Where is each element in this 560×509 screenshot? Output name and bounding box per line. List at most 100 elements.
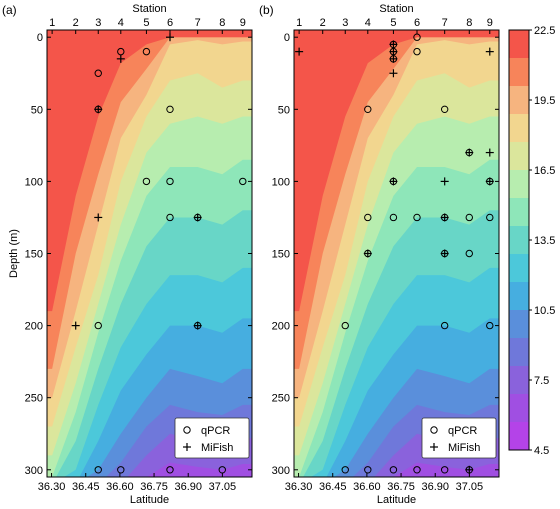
- colorbar-tick-label: 13.5: [534, 235, 555, 247]
- sample-markers: [71, 33, 247, 474]
- mifish-marker: [389, 69, 398, 78]
- qpcr-marker: [364, 105, 372, 114]
- latitude-tick-label: 37.05: [209, 481, 237, 493]
- sample-markers: [295, 33, 494, 474]
- station-tick-label: 5: [390, 17, 396, 29]
- legend-qpcr-symbol: [430, 426, 438, 434]
- mifish-marker: [166, 33, 174, 42]
- panel-label-a: (a): [2, 3, 17, 17]
- colorbar-band: [509, 58, 529, 87]
- colorbar-tick-label: 19.5: [534, 95, 555, 107]
- qpcr-marker: [413, 213, 421, 222]
- legend-mifish-label: MiFish: [448, 442, 480, 454]
- qpcr-marker: [389, 466, 398, 474]
- qpcr-marker: [166, 177, 174, 186]
- qpcr-marker: [440, 466, 449, 474]
- legend-mifish-symbol: [430, 443, 438, 451]
- qpcr-marker: [341, 466, 349, 474]
- station-tick-label: 1: [296, 17, 302, 29]
- qpcr-marker: [486, 213, 494, 222]
- latitude-axis-title: Latitude: [377, 494, 416, 506]
- qpcr-marker: [465, 249, 473, 258]
- legend: qPCR MiFish: [421, 417, 497, 459]
- depth-tick-label: 250: [25, 393, 43, 405]
- qpcr-marker: [142, 177, 151, 186]
- qpcr-marker: [364, 213, 372, 222]
- depth-tick-label: 50: [31, 104, 43, 116]
- qpcr-marker: [413, 466, 421, 474]
- latitude-axis-title: Latitude: [130, 494, 169, 506]
- colorbar: 22.5 19.5 16.5 13.5 10.5 7.5 4.5: [508, 25, 555, 457]
- mifish-marker: [193, 213, 202, 222]
- legend: qPCR MiFish: [174, 417, 250, 459]
- qpcr-marker: [166, 213, 174, 222]
- depth-tick-label: 150: [25, 249, 43, 261]
- station-tick-label: 9: [240, 17, 246, 29]
- mifish-marker: [465, 465, 474, 474]
- qpcr-marker: [218, 466, 226, 474]
- colorbar-tick-label: 7.5: [534, 375, 549, 387]
- qpcr-marker: [413, 47, 421, 56]
- colorbar-band: [509, 282, 529, 311]
- station-tick-label: 1: [49, 17, 55, 29]
- mifish-marker: [485, 148, 494, 157]
- colorbar-band: [509, 86, 529, 115]
- depth-tick-label: 100: [272, 176, 290, 188]
- latitude-tick-label: 36.90: [421, 481, 449, 493]
- station-tick-label: 8: [466, 17, 472, 29]
- station-tick-label: 6: [414, 17, 420, 29]
- station-tick-label: 2: [320, 17, 326, 29]
- mifish-marker: [485, 47, 494, 56]
- station-tick-label: 2: [73, 17, 79, 29]
- depth-tick-label: 200: [25, 321, 43, 333]
- colorbar-tick-label: 10.5: [534, 305, 555, 317]
- legend-mifish-symbol: [183, 443, 191, 451]
- mifish-marker: [116, 54, 125, 63]
- qpcr-marker: [440, 105, 449, 114]
- colorbar-band: [509, 142, 529, 171]
- colorbar-band: [509, 254, 529, 283]
- colorbar-band: [509, 114, 529, 143]
- depth-axis-title: Depth (m): [8, 229, 20, 278]
- colorbar-band: [509, 366, 529, 395]
- station-tick-label: 6: [167, 17, 173, 29]
- legend-qpcr-symbol: [183, 426, 191, 434]
- mifish-marker: [389, 177, 398, 186]
- mifish-marker: [440, 249, 449, 258]
- legend-qpcr-label: qPCR: [448, 425, 477, 437]
- panel-label-b: (b): [259, 3, 274, 17]
- latitude-tick-label: 36.45: [72, 481, 100, 493]
- qpcr-marker: [166, 105, 174, 114]
- colorbar-band: [509, 310, 529, 339]
- contour-band: [47, 30, 252, 312]
- contour-band: [294, 30, 499, 312]
- colorbar-band: [509, 422, 529, 451]
- colorbar-tick-label: 4.5: [534, 445, 549, 457]
- qpcr-marker: [166, 466, 174, 474]
- latitude-tick-label: 36.45: [319, 481, 347, 493]
- station-tick-label: 8: [219, 17, 225, 29]
- latitude-tick-label: 36.30: [38, 481, 66, 493]
- station-tick-label: 3: [342, 17, 348, 29]
- mifish-marker: [71, 321, 80, 330]
- station-axis-title: Station: [379, 3, 413, 15]
- station-tick-label: 5: [143, 17, 149, 29]
- mifish-marker: [94, 105, 103, 114]
- mifish-marker: [363, 249, 372, 258]
- depth-tick-label: 150: [272, 249, 290, 261]
- mifish-marker: [389, 54, 398, 63]
- latitude-tick-label: 36.60: [106, 481, 134, 493]
- latitude-tick-label: 36.30: [285, 481, 313, 493]
- colorbar-tick-label: 16.5: [534, 165, 555, 177]
- qpcr-marker: [94, 321, 102, 330]
- station-tick-label: 9: [487, 17, 493, 29]
- colorbar-band: [509, 30, 529, 59]
- qpcr-marker: [465, 213, 473, 222]
- station-tick-label: 4: [365, 17, 371, 29]
- qpcr-marker: [389, 213, 398, 222]
- legend-box: [421, 417, 497, 459]
- mifish-marker: [389, 40, 398, 49]
- latitude-tick-label: 36.90: [174, 481, 202, 493]
- contour-bands: [294, 30, 499, 477]
